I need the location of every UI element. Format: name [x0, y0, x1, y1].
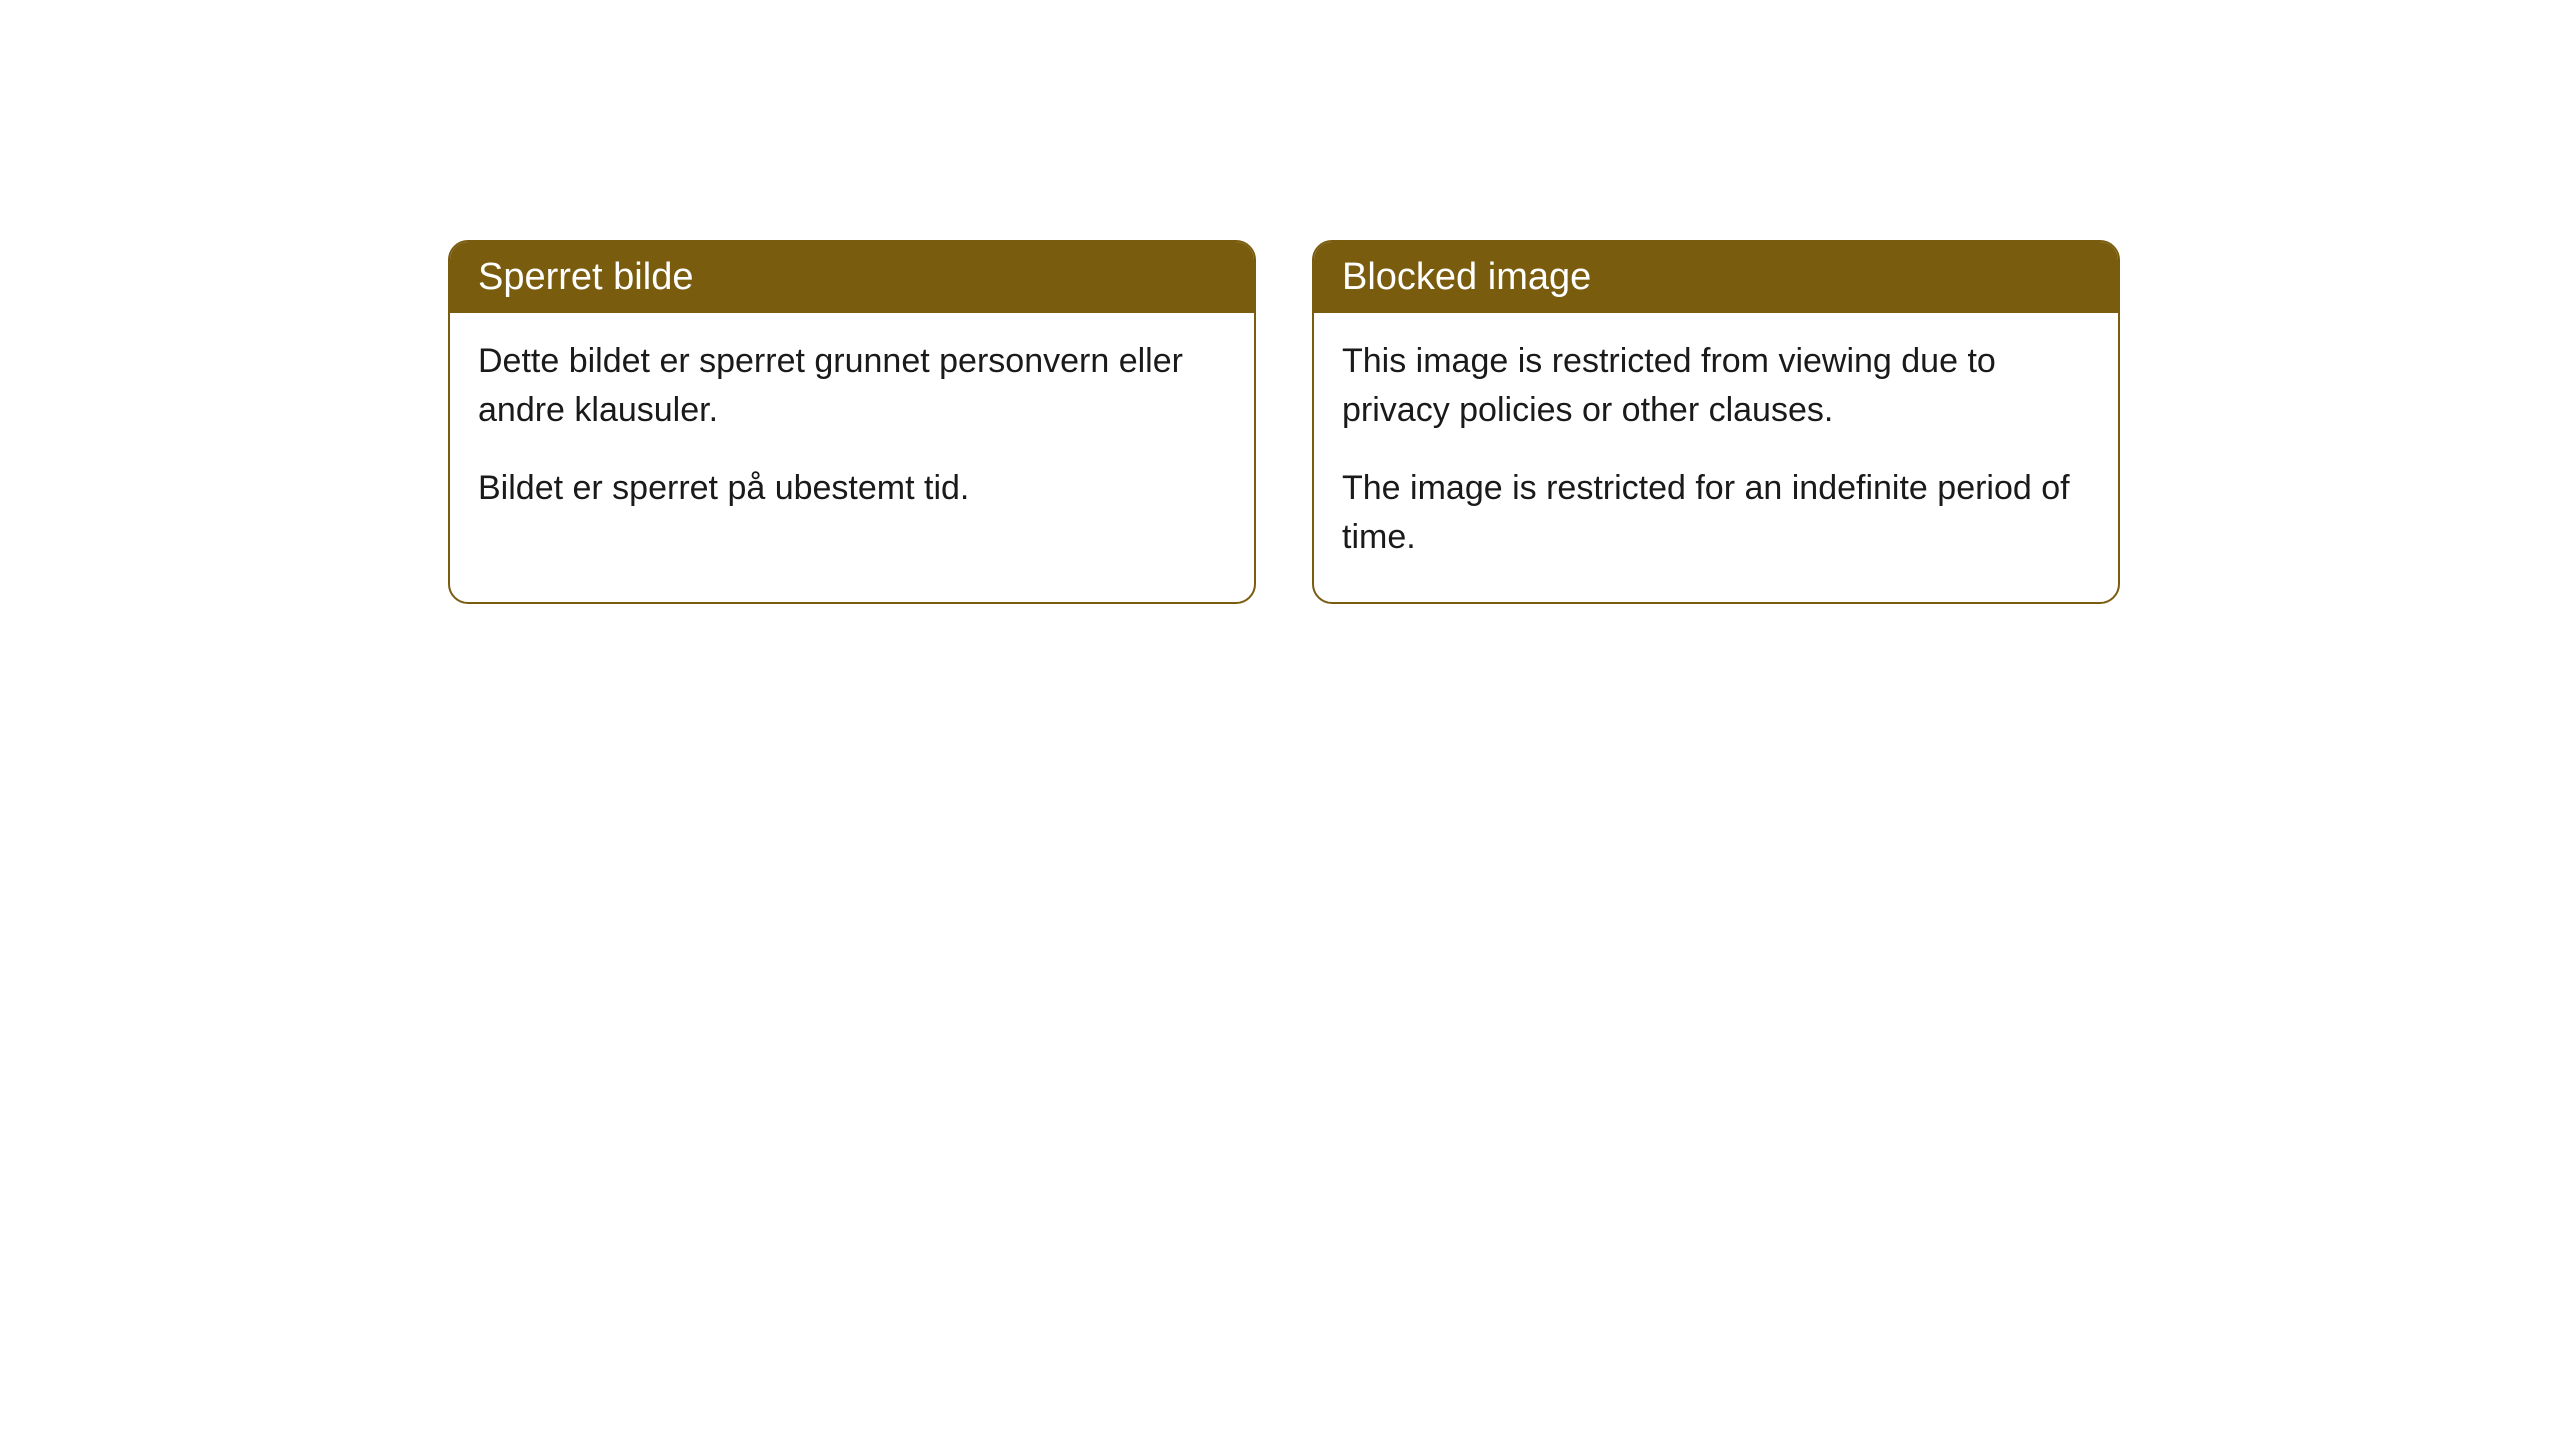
- card-title: Sperret bilde: [478, 256, 693, 298]
- card-body: This image is restricted from viewing du…: [1314, 313, 2118, 602]
- card-title: Blocked image: [1342, 256, 1591, 298]
- card-paragraph: Dette bildet er sperret grunnet personve…: [478, 337, 1226, 436]
- card-body: Dette bildet er sperret grunnet personve…: [450, 313, 1254, 553]
- card-paragraph: Bildet er sperret på ubestemt tid.: [478, 464, 1226, 513]
- notice-card-english: Blocked image This image is restricted f…: [1312, 240, 2120, 604]
- card-header: Blocked image: [1314, 242, 2118, 313]
- card-header: Sperret bilde: [450, 242, 1254, 313]
- notice-cards-container: Sperret bilde Dette bildet er sperret gr…: [448, 240, 2120, 604]
- notice-card-norwegian: Sperret bilde Dette bildet er sperret gr…: [448, 240, 1256, 604]
- card-paragraph: This image is restricted from viewing du…: [1342, 337, 2090, 436]
- card-paragraph: The image is restricted for an indefinit…: [1342, 464, 2090, 563]
